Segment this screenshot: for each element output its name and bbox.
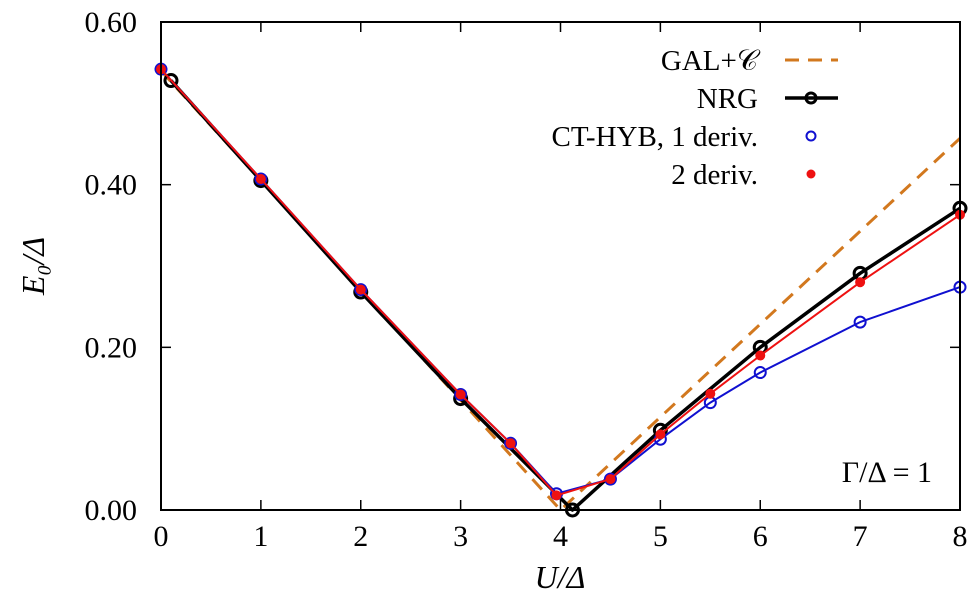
legend: GAL+𝒞 NRG CT-HYB, 1 deriv. 2 deriv.: [552, 45, 838, 191]
legend-item: GAL+𝒞: [661, 45, 838, 77]
data-point: [354, 283, 368, 297]
data-point: [355, 284, 366, 295]
x-tick-label: 6: [753, 520, 768, 553]
data-point: [505, 438, 516, 449]
data-point: [163, 73, 179, 89]
data-point: [853, 315, 867, 329]
data-point: [655, 429, 666, 440]
y-tick-label: 0.20: [85, 331, 138, 364]
x-tick-label: 4: [553, 520, 568, 553]
plot-frame: [160, 21, 961, 511]
legend-marker: [804, 91, 818, 105]
legend-label: GAL+𝒞: [661, 45, 761, 77]
data-point: [551, 490, 562, 501]
legend-marker: [805, 130, 817, 142]
y-tick-label: 0.00: [85, 494, 138, 527]
x-tick-label: 7: [853, 520, 868, 553]
x-tick-label: 8: [953, 520, 968, 553]
legend-label: 2 deriv.: [671, 159, 758, 191]
data-point: [755, 350, 766, 361]
y-tick-label: 0.40: [85, 169, 138, 202]
data-point: [255, 173, 266, 184]
data-point: [705, 388, 716, 399]
data-point: [455, 389, 466, 400]
data-point: [454, 388, 468, 402]
legend-item: 2 deriv.: [671, 159, 816, 191]
series-3: [156, 64, 965, 501]
legend-label: NRG: [697, 83, 758, 115]
data-point: [753, 366, 767, 380]
ticks-layer: 0 1 2 3 4 5 6 7 8 0.00 0.20 0.40 0.60: [85, 6, 968, 553]
x-tick-label: 0: [154, 520, 169, 553]
legend-label: CT-HYB, 1 deriv.: [552, 121, 758, 153]
legend-marker: [806, 169, 816, 179]
x-axis-label: U/Δ: [535, 559, 586, 595]
legend-item: CT-HYB, 1 deriv.: [552, 121, 817, 153]
legend-item: NRG: [697, 83, 838, 115]
y-axis-label: E₀/Δ: [15, 237, 51, 296]
data-point: [855, 277, 866, 288]
series-line: [160, 68, 961, 497]
x-tick-label: 1: [253, 520, 268, 553]
annotation-gamma: Γ/Δ = 1: [842, 456, 932, 489]
data-point: [603, 472, 617, 486]
data-point: [254, 172, 268, 186]
x-tick-label: 3: [453, 520, 468, 553]
x-tick-label: 2: [353, 520, 368, 553]
y-tick-label: 0.60: [85, 6, 138, 39]
data-point: [504, 436, 518, 450]
data-point: [605, 474, 616, 485]
x-tick-label: 5: [653, 520, 668, 553]
